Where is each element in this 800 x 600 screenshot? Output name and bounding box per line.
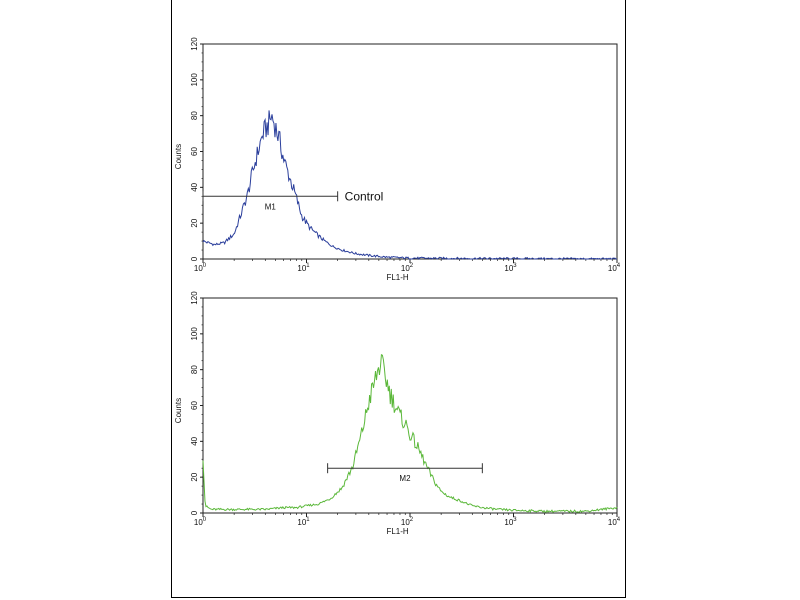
panel-bottom-chart: 0 20 40 60 80 100 120 100 101 102 103 104 FL1-H Count… (174, 291, 621, 536)
panel-top-x-axis-title: FL1-H (386, 273, 408, 282)
panel-bottom-x-axis-title: FL1-H (386, 527, 408, 536)
panel-top-y-tick-label: 60 (190, 147, 199, 156)
panel-top-histogram-line (202, 110, 617, 260)
panel-bottom-x-tick-label: 100 (194, 517, 207, 527)
panel-bottom-histogram-line (202, 354, 618, 513)
panel-top-y-tick-label: 40 (190, 182, 199, 191)
panel-bottom-y-tick-label: 60 (190, 401, 199, 410)
panel-top-y-tick-label: 100 (190, 73, 199, 87)
panel-top-x-tick-label: 104 (608, 263, 621, 273)
panel-top-x-tick-label: 103 (504, 263, 517, 273)
panel-top-x-tick-label: 101 (297, 263, 310, 273)
panel-bottom-y-tick-label: 120 (190, 291, 199, 305)
panel-top-chart: 0 20 40 60 80 100 120 100 101 102 103 104 FL1-H Count… (174, 37, 621, 282)
panel-top-x-tick-label: 100 (194, 263, 207, 273)
panel-bottom-y-tick-label: 80 (190, 365, 199, 374)
panel-top-plot-frame (202, 43, 618, 260)
panel-bottom-x-tick-label: 102 (401, 517, 414, 527)
panel-top-x-tick-label: 102 (401, 263, 414, 273)
panel-top-y-tick-label: 120 (190, 37, 199, 51)
panel-bottom-y-tick-label: 40 (190, 436, 199, 445)
panel-top-gate-label: M1 (265, 202, 277, 211)
panel-top-y-axis-title: Counts (174, 144, 183, 169)
panel-top-annotation: Control (345, 189, 384, 203)
panel-top-y-tick-label: 0 (190, 256, 199, 261)
panel-bottom-y-tick-label: 100 (190, 327, 199, 341)
panel-bottom-x-tick-label: 101 (297, 517, 310, 527)
panel-bottom-x-tick-label: 104 (608, 517, 621, 527)
panel-bottom-y-tick-label: 0 (190, 510, 199, 515)
figure-frame (171, 0, 626, 598)
panel-top-y-tick-label: 80 (190, 111, 199, 120)
panel-bottom-y-axis-title: Counts (174, 398, 183, 423)
panel-bottom-y-tick-label: 20 (190, 472, 199, 481)
panel-bottom-x-tick-label: 103 (504, 517, 517, 527)
panel-top-y-tick-label: 20 (190, 218, 199, 227)
panel-bottom-gate-label: M2 (399, 474, 411, 483)
